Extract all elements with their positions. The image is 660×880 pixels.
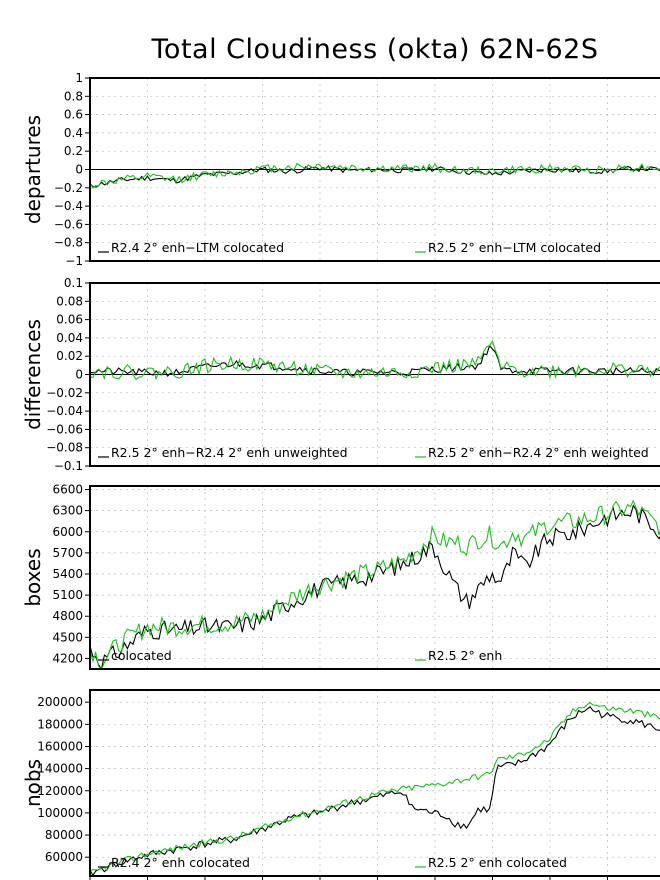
y-tick-label: −1 xyxy=(65,254,83,268)
panel-frame xyxy=(89,689,660,877)
legend-label: R2.5 2° enh xyxy=(428,648,502,663)
y-tick-label: 0.6 xyxy=(64,108,83,122)
y-axis-label: departures xyxy=(21,115,45,224)
y-tick-label: 0.06 xyxy=(56,313,83,327)
y-tick-label: −0.8 xyxy=(54,236,83,250)
legend-label: R2.4 2° enh−LTM colocated xyxy=(111,240,284,255)
y-tick-label: 0 xyxy=(75,163,83,177)
y-axis-label: differences xyxy=(21,319,45,430)
series-line-black xyxy=(89,344,660,378)
y-tick-label: 0 xyxy=(75,368,83,382)
y-tick-label: −0.06 xyxy=(46,422,83,436)
y-tick-label: 6300 xyxy=(52,504,83,518)
y-tick-label: 4500 xyxy=(52,630,83,644)
y-tick-label: 6600 xyxy=(52,483,83,497)
series-line-black xyxy=(89,706,660,877)
y-tick-label: −0.4 xyxy=(54,199,83,213)
y-tick-label: −0.08 xyxy=(46,441,83,455)
y-tick-label: 0.08 xyxy=(56,294,83,308)
y-tick-label: −0.02 xyxy=(46,386,83,400)
y-tick-label: 80000 xyxy=(45,828,83,842)
y-tick-label: −0.1 xyxy=(54,459,83,473)
series-line-green xyxy=(89,499,660,670)
y-tick-label: −0.04 xyxy=(46,404,83,418)
chart-title: Total Cloudiness (okta) 62N-62S xyxy=(151,34,599,65)
y-tick-label: 60000 xyxy=(45,850,83,864)
y-tick-label: 0.8 xyxy=(64,89,83,103)
y-axis-label: boxes xyxy=(21,548,45,606)
y-tick-label: 120000 xyxy=(37,784,83,798)
series-line-green xyxy=(89,162,660,189)
y-axis-label: nobs xyxy=(21,759,45,807)
y-tick-label: 0.02 xyxy=(56,349,83,363)
legend-label: R2.5 2° enh colocated xyxy=(428,855,567,870)
y-tick-label: 200000 xyxy=(37,695,83,709)
legend-label: R2.4 2° enh colocated xyxy=(111,855,250,870)
y-tick-label: 5400 xyxy=(52,567,83,581)
y-tick-label: 6000 xyxy=(52,525,83,539)
legend-label: R2.5 2° enh−R2.4 2° enh unweighted xyxy=(111,445,348,460)
series-line-green xyxy=(89,339,660,381)
series-line-green xyxy=(89,701,660,873)
y-tick-label: −0.6 xyxy=(54,217,83,231)
y-tick-label: 0.2 xyxy=(64,144,83,158)
y-tick-label: 4800 xyxy=(52,609,83,623)
series-line-black xyxy=(89,504,660,671)
y-tick-label: 5100 xyxy=(52,588,83,602)
y-tick-label: 0.04 xyxy=(56,331,83,345)
y-tick-label: 4200 xyxy=(52,651,83,665)
y-tick-label: 160000 xyxy=(37,739,83,753)
y-tick-label: 0.1 xyxy=(64,276,83,290)
y-tick-label: 5700 xyxy=(52,546,83,560)
panel-frame xyxy=(89,485,660,670)
y-tick-label: 1 xyxy=(75,71,83,85)
legend-label: R2.5 2° enh−LTM colocated xyxy=(428,240,601,255)
y-tick-label: −0.2 xyxy=(54,181,83,195)
y-tick-label: 0.4 xyxy=(64,126,83,140)
legend-label: colocated xyxy=(111,648,172,663)
y-tick-label: 180000 xyxy=(37,717,83,731)
y-tick-label: 140000 xyxy=(37,762,83,776)
y-tick-label: 100000 xyxy=(37,806,83,820)
legend-label: R2.5 2° enh−R2.4 2° enh weighted xyxy=(428,445,649,460)
